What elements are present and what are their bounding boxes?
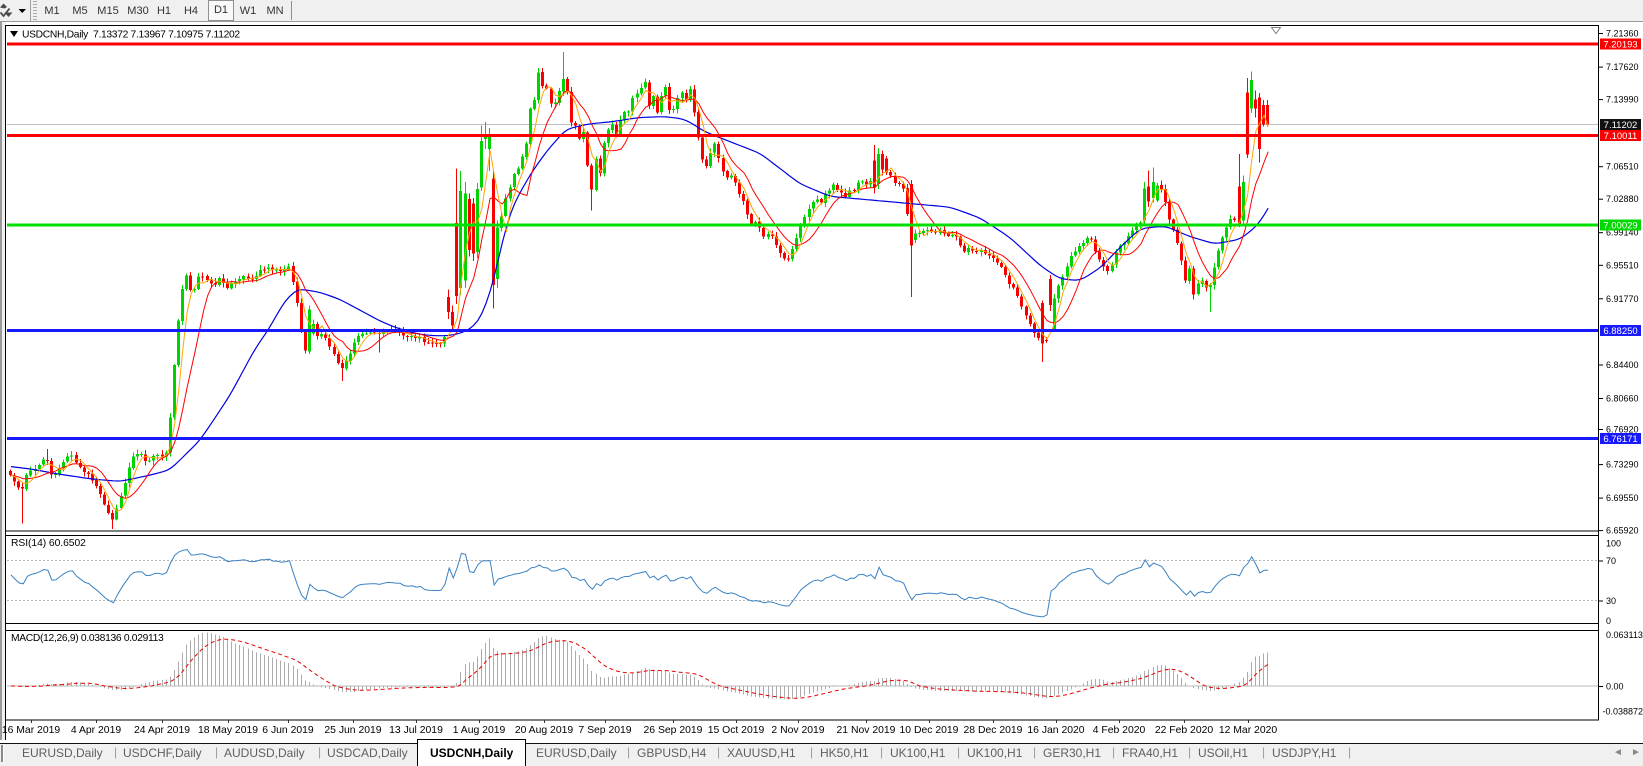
svg-text:12 Mar 2020: 12 Mar 2020	[1219, 725, 1278, 736]
svg-text:22 Feb 2020: 22 Feb 2020	[1155, 725, 1214, 736]
svg-text:6.84400: 6.84400	[1606, 360, 1639, 370]
svg-text:USDCNH,Daily 7.13372 7.13967: USDCNH,Daily 7.13372 7.13967 7.10975 7.1…	[22, 30, 240, 41]
svg-text:0: 0	[1606, 616, 1611, 626]
svg-text:30: 30	[1606, 596, 1616, 606]
svg-text:7.02880: 7.02880	[1606, 194, 1639, 204]
svg-text:1 Aug 2019: 1 Aug 2019	[453, 725, 506, 736]
svg-text:4 Apr 2019: 4 Apr 2019	[71, 725, 121, 736]
svg-text:MACD(12,26,9) 0.038136 0.02911: MACD(12,26,9) 0.038136 0.029113	[11, 633, 164, 644]
svg-text:20 Aug 2019: 20 Aug 2019	[515, 725, 574, 736]
svg-text:6.73290: 6.73290	[1606, 460, 1639, 470]
svg-text:100: 100	[1606, 539, 1621, 549]
svg-text:7.13990: 7.13990	[1606, 95, 1639, 105]
svg-text:7.20193: 7.20193	[1603, 39, 1637, 50]
svg-text:0.063113: 0.063113	[1606, 630, 1643, 640]
svg-text:-0.038872: -0.038872	[1603, 707, 1643, 717]
svg-text:6.88250: 6.88250	[1603, 326, 1637, 337]
svg-text:18 May 2019: 18 May 2019	[198, 725, 258, 736]
svg-text:70: 70	[1606, 556, 1616, 566]
svg-text:RSI(14) 60.6502: RSI(14) 60.6502	[11, 538, 86, 549]
svg-text:7.11202: 7.11202	[1604, 120, 1638, 131]
svg-text:16 Mar 2019: 16 Mar 2019	[2, 725, 61, 736]
svg-text:6.91770: 6.91770	[1606, 294, 1639, 304]
svg-text:6.76171: 6.76171	[1603, 434, 1637, 445]
svg-text:16 Jan 2020: 16 Jan 2020	[1027, 725, 1084, 736]
svg-text:6.99140: 6.99140	[1606, 228, 1639, 238]
svg-text:2 Nov 2019: 2 Nov 2019	[771, 725, 824, 736]
svg-text:6.95510: 6.95510	[1606, 260, 1639, 270]
svg-text:15 Oct 2019: 15 Oct 2019	[708, 725, 765, 736]
svg-text:6.80660: 6.80660	[1606, 394, 1639, 404]
svg-text:6.69550: 6.69550	[1606, 493, 1639, 503]
svg-text:0.00: 0.00	[1606, 682, 1624, 692]
svg-text:7.06510: 7.06510	[1606, 162, 1639, 172]
svg-text:6.76920: 6.76920	[1606, 425, 1639, 435]
svg-text:26 Sep 2019: 26 Sep 2019	[644, 725, 703, 736]
svg-text:24 Apr 2019: 24 Apr 2019	[134, 725, 190, 736]
svg-text:4 Feb 2020: 4 Feb 2020	[1093, 725, 1146, 736]
svg-text:10 Dec 2019: 10 Dec 2019	[900, 725, 959, 736]
svg-text:7.00029: 7.00029	[1603, 220, 1637, 231]
svg-text:25 Jun 2019: 25 Jun 2019	[324, 725, 381, 736]
svg-text:13 Jul 2019: 13 Jul 2019	[389, 725, 443, 736]
svg-text:28 Dec 2019: 28 Dec 2019	[964, 725, 1023, 736]
svg-text:7 Sep 2019: 7 Sep 2019	[578, 725, 631, 736]
svg-text:7.17620: 7.17620	[1606, 62, 1639, 72]
svg-text:6.65920: 6.65920	[1606, 526, 1639, 536]
svg-text:6 Jun 2019: 6 Jun 2019	[262, 725, 314, 736]
svg-text:7.21360: 7.21360	[1606, 29, 1639, 39]
svg-text:21 Nov 2019: 21 Nov 2019	[837, 725, 896, 736]
svg-text:7.10011: 7.10011	[1604, 131, 1638, 142]
